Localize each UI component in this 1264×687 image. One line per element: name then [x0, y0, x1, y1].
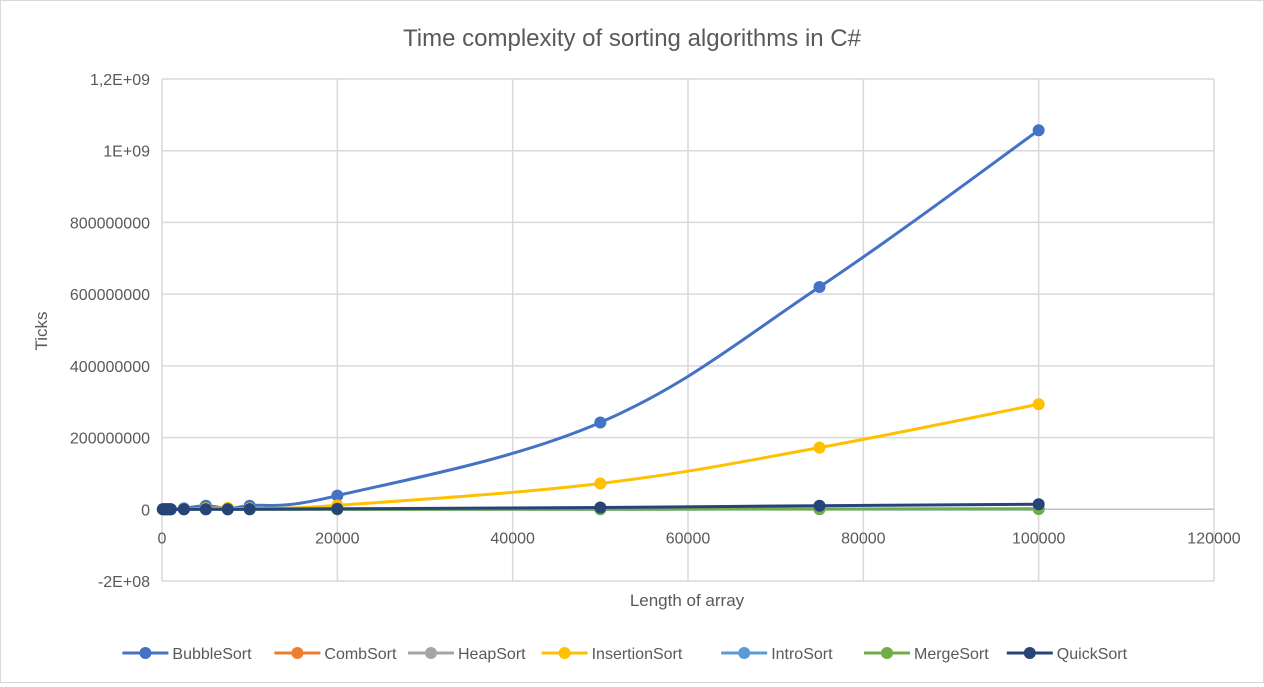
legend-marker-insertionsort: [559, 647, 571, 659]
y-tick-label: 1E+09: [103, 144, 150, 161]
data-point-bubblesort: [1033, 124, 1045, 136]
y-tick-label: 600000000: [70, 287, 150, 304]
x-tick-label: 120000: [1187, 530, 1240, 547]
legend-item-mergesort: MergeSort: [864, 646, 989, 663]
data-point-quicksort: [222, 503, 234, 515]
x-tick-label: 40000: [490, 530, 535, 547]
legend-marker-mergesort: [881, 647, 893, 659]
data-point-insertionsort: [814, 442, 826, 454]
data-point-insertionsort: [1033, 398, 1045, 410]
series-line-bubblesort: [163, 130, 1039, 509]
legend: BubbleSort CombSort HeapSort InsertionSort I…: [122, 646, 1127, 663]
legend-label-heapsort: HeapSort: [458, 646, 526, 663]
data-point-quicksort: [244, 503, 256, 515]
y-axis-title: Ticks: [32, 311, 51, 350]
legend-label-combsort: CombSort: [324, 646, 397, 663]
chart-title: Time complexity of sorting algorithms in…: [403, 25, 862, 52]
x-tick-label: 0: [158, 530, 167, 547]
y-tick-label: 400000000: [70, 359, 150, 376]
legend-marker-quicksort: [1024, 647, 1036, 659]
x-tick-label: 20000: [315, 530, 360, 547]
series-bubblesort: [157, 124, 1045, 515]
data-point-bubblesort: [594, 417, 606, 429]
legend-item-heapsort: HeapSort: [408, 646, 526, 663]
y-tick-label: -2E+08: [98, 574, 150, 591]
legend-label-bubblesort: BubbleSort: [172, 646, 252, 663]
legend-marker-introsort: [738, 647, 750, 659]
data-point-quicksort: [178, 503, 190, 515]
x-tick-label: 100000: [1012, 530, 1065, 547]
legend-marker-bubblesort: [139, 647, 151, 659]
y-tick-label: 800000000: [70, 215, 150, 232]
legend-marker-combsort: [291, 647, 303, 659]
data-point-quicksort: [200, 503, 212, 515]
x-tick-label: 60000: [666, 530, 711, 547]
legend-label-quicksort: QuickSort: [1057, 646, 1128, 663]
y-tick-label: 0: [141, 502, 150, 519]
legend-item-introsort: IntroSort: [721, 646, 833, 663]
series-layer: [157, 124, 1045, 515]
data-point-quicksort: [594, 501, 606, 513]
data-point-quicksort: [331, 503, 343, 515]
legend-item-bubblesort: BubbleSort: [122, 646, 252, 663]
data-point-bubblesort: [814, 281, 826, 293]
data-point-quicksort: [1033, 498, 1045, 510]
data-point-quicksort: [165, 503, 177, 515]
legend-label-insertionsort: InsertionSort: [592, 646, 683, 663]
legend-label-mergesort: MergeSort: [914, 646, 989, 663]
legend-item-quicksort: QuickSort: [1007, 646, 1128, 663]
y-tick-label: 200000000: [70, 431, 150, 448]
legend-label-introsort: IntroSort: [771, 646, 833, 663]
data-point-quicksort: [814, 500, 826, 512]
x-tick-label: 80000: [841, 530, 886, 547]
legend-marker-heapsort: [425, 647, 437, 659]
series-insertionsort: [157, 398, 1045, 515]
data-point-insertionsort: [594, 477, 606, 489]
legend-item-combsort: CombSort: [274, 646, 397, 663]
legend-item-insertionsort: InsertionSort: [542, 646, 683, 663]
x-axis-title: Length of array: [630, 591, 745, 610]
y-tick-label: 1,2E+09: [90, 72, 150, 89]
